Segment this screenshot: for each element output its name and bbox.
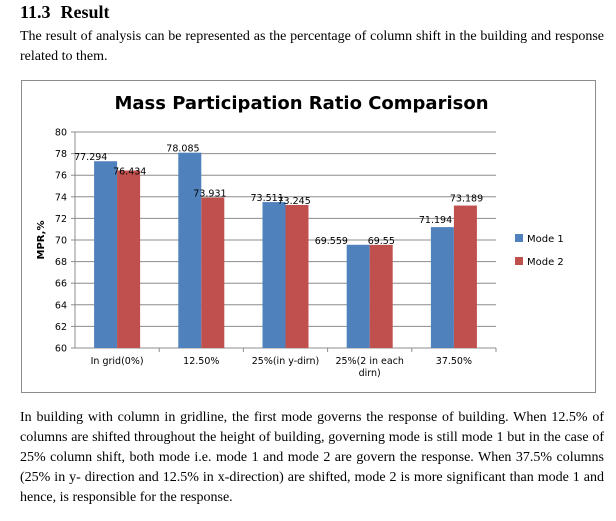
y-tick-label: 76 [55,171,67,182]
legend-swatch [515,257,523,265]
y-tick-label: 60 [55,344,67,355]
y-tick-label: 70 [55,236,67,247]
bar-mode-2 [117,170,141,348]
bar-mode-1 [262,202,286,348]
intro-paragraph: The result of analysis can be represente… [20,29,604,64]
bar-mode-2 [369,244,393,348]
x-tick-label: 25%(in y-dirn) [252,356,320,367]
legend-label: Mode 1 [527,234,564,245]
section-heading: 11.3 Result [20,2,110,23]
bar-mode-1 [430,227,454,348]
mpr-chart: Mass Participation Ratio Comparison 60 62 6… [21,80,596,393]
bar-mode-1 [178,152,202,348]
y-tick-label: 72 [55,214,67,225]
data-label: 69.55 [368,236,395,247]
bar-mode-1 [346,244,370,348]
data-label: 73.931 [193,189,226,200]
section-number: 11.3 [20,2,51,22]
data-label: 77.294 [74,152,107,163]
x-tick-label: In grid(0%) [91,356,144,367]
y-tick-label: 68 [55,257,67,268]
y-tick-label: 74 [55,192,67,203]
data-label: 78.085 [166,144,199,155]
data-label: 73.511 [251,193,284,204]
conclusion-paragraph: In building with column in gridline, the… [20,410,604,505]
data-label: 71.194 [419,215,452,226]
bar-mode-2 [201,197,225,348]
data-label: 73.245 [278,196,311,207]
y-tick-label: 66 [55,279,67,290]
data-label: 73.189 [450,194,483,205]
y-tick-label: 62 [55,322,67,333]
data-label: 76.434 [113,167,146,178]
bar-mode-2 [453,205,477,348]
x-tick-label: 25%(2 in each [335,356,403,367]
legend-swatch [515,234,523,242]
x-tick-label: dirn) [359,368,381,379]
chart-title: Mass Participation Ratio Comparison [114,93,488,114]
legend-label: Mode 2 [527,257,564,268]
bar-mode-2 [285,204,309,348]
x-tick-label: 37.50% [436,356,472,367]
y-tick-label: 78 [55,149,67,160]
bar-mode-1 [94,161,118,348]
data-label: 69.559 [315,236,348,247]
section-title: Result [60,2,110,22]
y-tick-label: 64 [55,300,67,311]
mpr-chart-svg: Mass Participation Ratio Comparison 60 62 6… [36,93,564,379]
y-tick-label: 80 [55,128,67,139]
y-axis-label: MPR,% [36,221,47,260]
x-tick-label: 12.50% [183,356,219,367]
